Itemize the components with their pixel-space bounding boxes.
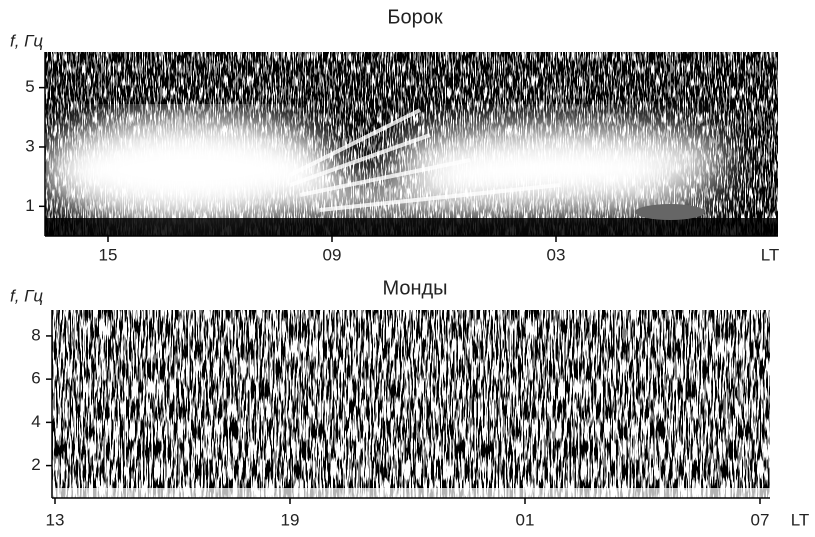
y-tick-label: 4 xyxy=(31,412,40,431)
x-tick-label: 03 xyxy=(547,245,566,264)
spectrogram-image xyxy=(45,52,778,236)
x-axis-label: LT xyxy=(791,510,810,529)
x-tick-label: 13 xyxy=(46,510,65,529)
x-tick-label: 15 xyxy=(99,245,118,264)
y-tick-label: 1 xyxy=(25,196,34,215)
y-tick-label: 2 xyxy=(31,455,40,474)
x-tick-label: 01 xyxy=(516,510,535,529)
y-tick-label: 5 xyxy=(25,77,34,96)
y-axis-label: f, Гц xyxy=(10,286,43,305)
y-tick-label: 8 xyxy=(31,325,40,344)
y-axis-label: f, Гц xyxy=(10,31,43,50)
y-tick-label: 3 xyxy=(25,136,34,155)
chart-title: Борок xyxy=(387,6,442,28)
x-tick-label: 09 xyxy=(323,245,342,264)
spectrogram-image xyxy=(52,310,770,498)
x-axis-label: LT xyxy=(761,245,780,264)
x-tick-label: 19 xyxy=(281,510,300,529)
x-tick-label: 07 xyxy=(751,510,770,529)
chart-title: Монды xyxy=(382,277,447,299)
y-tick-label: 6 xyxy=(31,369,40,388)
